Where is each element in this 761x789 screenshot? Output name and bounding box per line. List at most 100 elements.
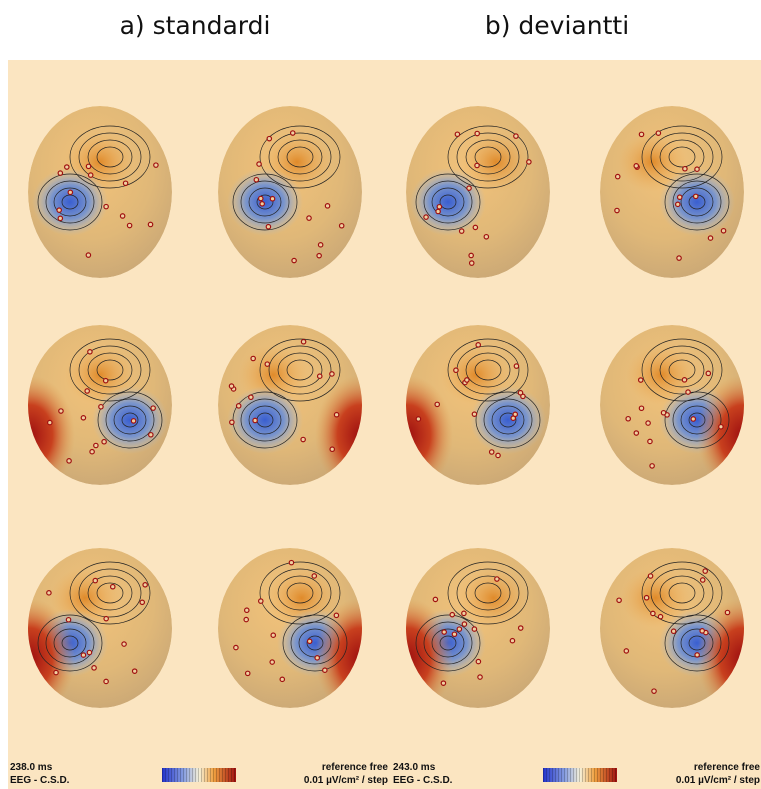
- electrode: [127, 223, 131, 227]
- page: a) standardi b) deviantti 238.0 ms EEG -…: [0, 0, 761, 789]
- electrode: [648, 439, 652, 443]
- electrode: [260, 202, 264, 206]
- electrode: [416, 417, 420, 421]
- electrode: [94, 443, 98, 447]
- colorbar-steps: [543, 768, 617, 782]
- electrode: [289, 560, 293, 564]
- electrode: [81, 653, 85, 657]
- electrode: [470, 261, 474, 265]
- electrode: [88, 173, 92, 177]
- electrode: [462, 611, 466, 615]
- head: [218, 106, 362, 278]
- electrode: [639, 132, 643, 136]
- electrode: [143, 583, 147, 587]
- electrode: [465, 378, 469, 382]
- electrode: [334, 413, 338, 417]
- electrode: [339, 224, 343, 228]
- electrode: [151, 406, 155, 410]
- electrode: [237, 404, 241, 408]
- electrode: [624, 649, 628, 653]
- mode-label: EEG - C.S.D.: [393, 775, 453, 786]
- title: b) deviantti: [485, 11, 629, 40]
- electrode: [149, 433, 153, 437]
- electrode: [58, 171, 62, 175]
- electrode: [104, 378, 108, 382]
- time-label: 238.0 ms: [10, 762, 53, 773]
- electrode: [484, 235, 488, 239]
- title: a) standardi: [120, 11, 271, 40]
- electrode: [244, 617, 248, 621]
- electrode: [253, 418, 257, 422]
- colorbar-steps: [162, 768, 236, 782]
- electrode: [661, 411, 665, 415]
- electrode: [694, 194, 698, 198]
- electrode: [691, 417, 695, 421]
- electrode: [230, 420, 234, 424]
- electrode: [317, 253, 321, 257]
- electrode: [92, 666, 96, 670]
- electrode: [617, 598, 621, 602]
- electrode: [257, 162, 261, 166]
- electrode: [85, 389, 89, 393]
- electrode: [58, 216, 62, 220]
- electrode: [695, 167, 699, 171]
- electrode: [450, 612, 454, 616]
- electrode: [476, 659, 480, 663]
- electrode: [634, 164, 638, 168]
- electrode: [140, 600, 144, 604]
- electrode: [123, 181, 127, 185]
- electrode: [495, 577, 499, 581]
- electrode: [644, 596, 648, 600]
- electrode: [676, 202, 680, 206]
- electrode: [270, 660, 274, 664]
- electrode: [267, 136, 271, 140]
- electrode: [104, 616, 108, 620]
- electrode: [81, 416, 85, 420]
- electrode: [120, 214, 124, 218]
- electrode: [656, 131, 660, 135]
- electrode: [86, 253, 90, 257]
- electrode: [229, 384, 233, 388]
- electrode: [616, 174, 620, 178]
- negative-region: [227, 386, 303, 454]
- electrode: [514, 134, 518, 138]
- electrode: [703, 569, 707, 573]
- electrode: [307, 216, 311, 220]
- electrode: [132, 669, 136, 673]
- electrode: [148, 222, 152, 226]
- electrode: [301, 437, 305, 441]
- scale-label: 0.01 µV/cm² / step: [304, 775, 388, 786]
- electrode: [651, 611, 655, 615]
- electrode: [424, 215, 428, 219]
- electrode: [66, 618, 70, 622]
- electrode: [454, 368, 458, 372]
- electrode: [514, 364, 518, 368]
- negative-region: [227, 168, 303, 236]
- electrode: [254, 178, 258, 182]
- electrode: [721, 229, 725, 233]
- electrode: [671, 629, 675, 633]
- electrode: [435, 402, 439, 406]
- scale-label: 0.01 µV/cm² / step: [676, 775, 760, 786]
- electrode: [467, 186, 471, 190]
- electrode: [251, 356, 255, 360]
- electrode: [154, 163, 158, 167]
- electrode: [325, 204, 329, 208]
- electrode: [472, 627, 476, 631]
- electrode: [441, 681, 445, 685]
- electrode: [292, 258, 296, 262]
- electrode: [519, 626, 523, 630]
- electrode: [330, 447, 334, 451]
- electrode: [330, 372, 334, 376]
- electrode: [677, 256, 681, 260]
- electrode: [457, 627, 461, 631]
- electrode: [459, 229, 463, 233]
- head: [28, 106, 172, 278]
- electrode: [510, 638, 514, 642]
- negative-region: [470, 386, 546, 454]
- electrode: [259, 196, 263, 200]
- electrode: [99, 405, 103, 409]
- electrode: [442, 630, 446, 634]
- electrode: [57, 208, 61, 212]
- electrode: [433, 597, 437, 601]
